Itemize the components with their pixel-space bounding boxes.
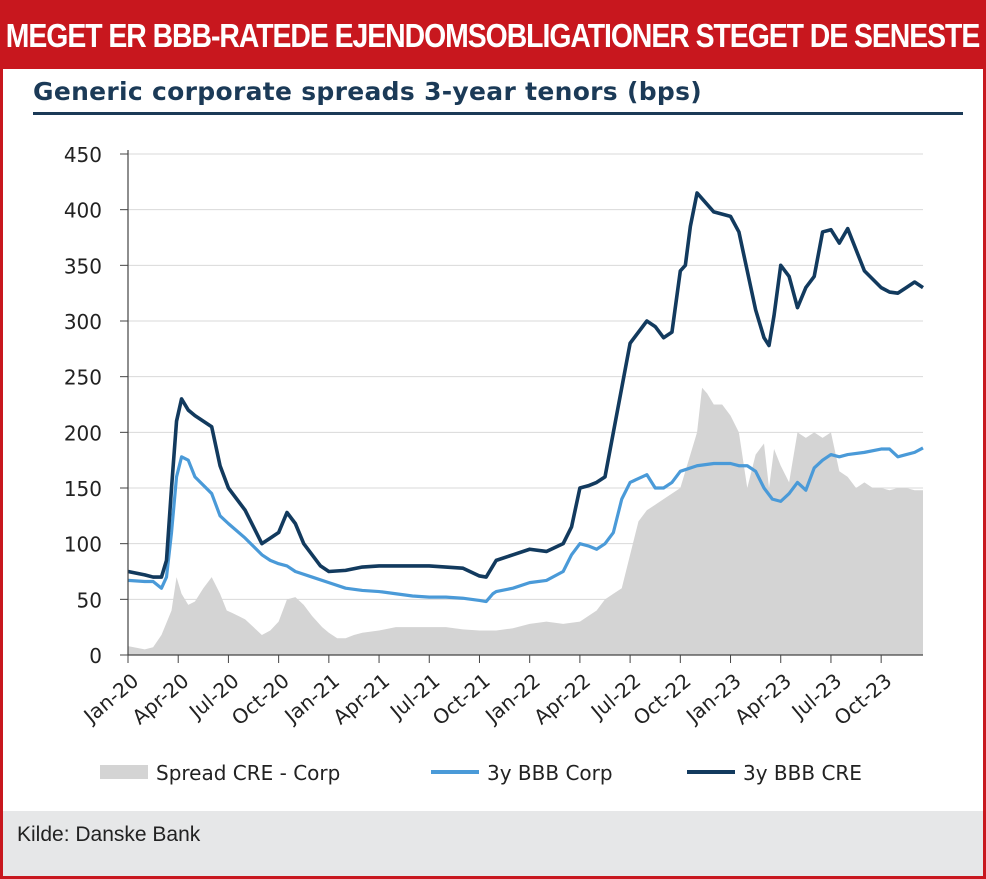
series-3y-bbb-corp: [127, 446, 924, 604]
legend-swatch-spread: [100, 765, 148, 779]
headline-text: SÅ MEGET ER BBB-RATEDE EJENDOMSOBLIGATIO…: [0, 17, 986, 54]
x-tick-label: Apr-21: [328, 668, 394, 729]
x-tick-label: Apr-22: [529, 668, 595, 729]
x-tick-label: Jan-21: [278, 668, 344, 728]
y-tick-label: 350: [64, 254, 102, 278]
source-note: Kilde: Danske Bank: [17, 823, 201, 846]
y-tick-labels: 0 50 100 150 200 250 300 350 400 450: [64, 143, 102, 668]
x-tick-label: Oct-23: [829, 668, 896, 730]
legend-label-spread: Spread CRE - Corp: [156, 761, 340, 785]
x-tick-labels: Jan-20Apr-20Jul-20Oct-20Jan-21Apr-21Jul-…: [78, 668, 897, 730]
x-tick-label: Apr-23: [730, 668, 796, 729]
y-tick-label: 300: [64, 310, 102, 334]
series-spread-cre-corp: [128, 387, 923, 655]
y-tick-label: 200: [64, 421, 102, 445]
x-tick-label: Oct-22: [629, 668, 696, 730]
spread-chart: 0 50 100 150 200 250 300 350 400 450 Jan-20Apr-20…: [64, 143, 924, 785]
y-tick-label: 450: [64, 143, 102, 167]
axes: [127, 150, 923, 663]
x-tick-label: Jan-22: [479, 668, 545, 728]
x-tick-label: Apr-20: [127, 668, 193, 729]
title-rule: [33, 112, 963, 115]
y-tick-label: 250: [64, 366, 102, 390]
legend-label-corp: 3y BBB Corp: [487, 761, 613, 785]
footer: Kilde: Danske Bank: [3, 811, 983, 876]
y-tick-label: 400: [64, 199, 102, 223]
x-tick-label: Oct-21: [428, 668, 495, 730]
chart-title: Generic corporate spreads 3-year tenors …: [33, 77, 703, 106]
y-tick-label: 100: [64, 533, 102, 557]
x-tick-label: Jan-20: [78, 668, 144, 728]
legend: Spread CRE - Corp 3y BBB Corp 3y BBB CRE: [100, 761, 862, 785]
gridlines: [120, 153, 923, 656]
series-3y-bbb-cre: [127, 191, 924, 579]
line-layer: [127, 191, 924, 604]
headline-banner: SÅ MEGET ER BBB-RATEDE EJENDOMSOBLIGATIO…: [0, 3, 986, 69]
y-tick-label: 0: [89, 644, 102, 668]
legend-label-cre: 3y BBB CRE: [743, 761, 862, 785]
area-layer: [128, 387, 923, 655]
y-tick-label: 50: [77, 588, 102, 612]
y-tick-label: 150: [64, 477, 102, 501]
x-tick-label: Oct-20: [227, 668, 294, 730]
x-tick-label: Jan-23: [680, 668, 746, 728]
